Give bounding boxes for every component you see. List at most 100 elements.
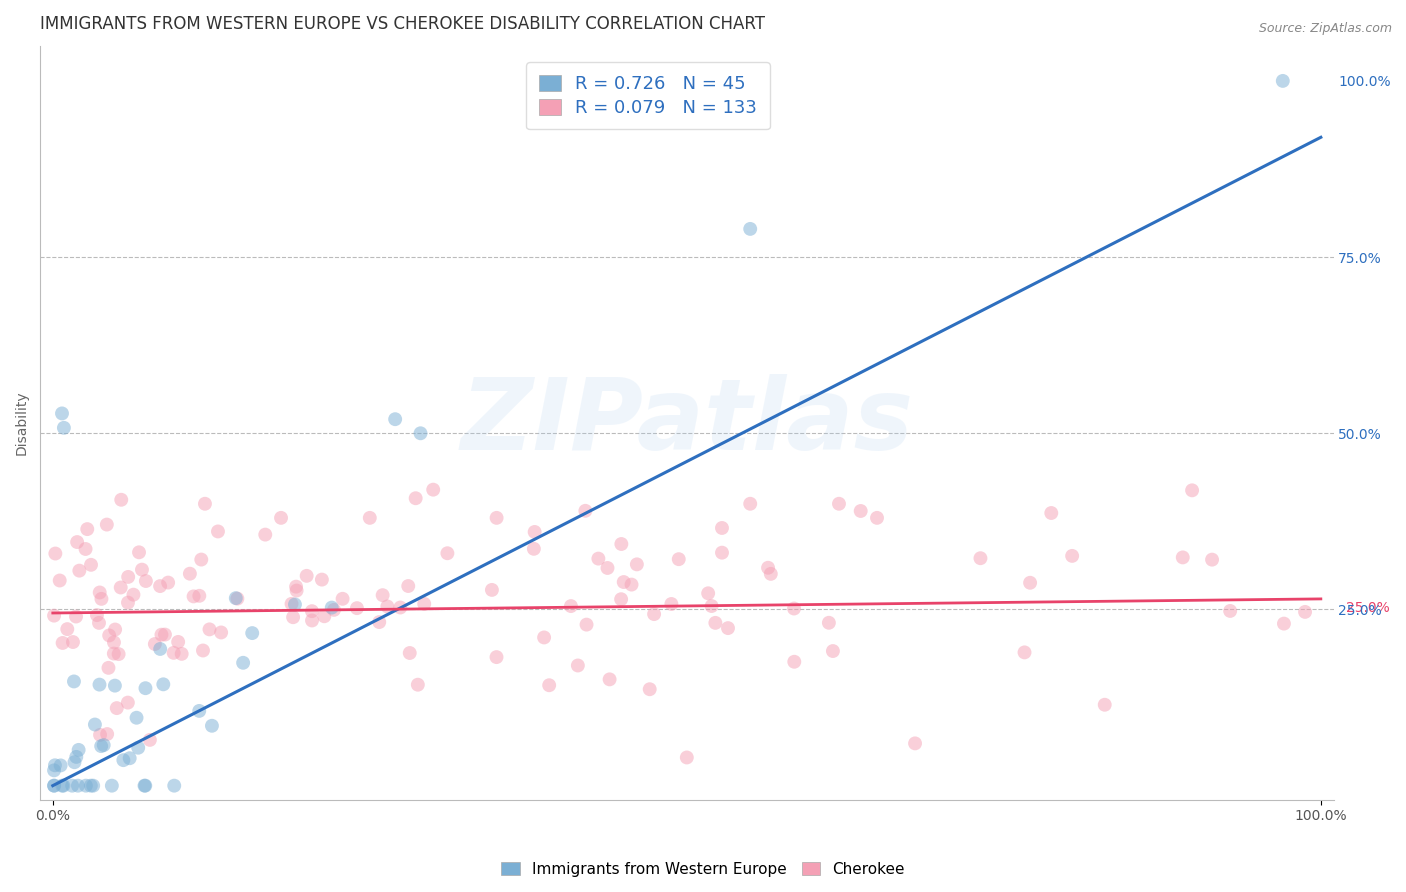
- Point: [232, 656, 254, 670]
- Point: [128, 545, 150, 559]
- Point: [346, 601, 368, 615]
- Point: [179, 566, 201, 581]
- Point: [610, 537, 633, 551]
- Text: 25.0%: 25.0%: [1347, 601, 1391, 615]
- Point: [51, 779, 73, 793]
- Point: [117, 570, 139, 584]
- Point: [44, 758, 66, 772]
- Point: [207, 524, 229, 539]
- Point: [314, 609, 336, 624]
- Point: [86, 608, 108, 623]
- Point: [51, 406, 73, 420]
- Point: [52, 636, 75, 650]
- Point: [740, 222, 762, 236]
- Point: [284, 598, 307, 612]
- Point: [149, 579, 172, 593]
- Point: [295, 569, 318, 583]
- Point: [152, 677, 174, 691]
- Legend: R = 0.726   N = 45, R = 0.079   N = 133: R = 0.726 N = 45, R = 0.079 N = 133: [526, 62, 769, 129]
- Point: [675, 750, 697, 764]
- Point: [384, 412, 406, 426]
- Point: [194, 497, 217, 511]
- Point: [409, 426, 432, 441]
- Point: [65, 750, 87, 764]
- Point: [62, 635, 84, 649]
- Point: [332, 591, 354, 606]
- Point: [1094, 698, 1116, 712]
- Point: [190, 552, 212, 566]
- Point: [163, 779, 186, 793]
- Point: [783, 601, 806, 615]
- Point: [143, 637, 166, 651]
- Point: [359, 511, 381, 525]
- Point: [107, 647, 129, 661]
- Point: [112, 753, 135, 767]
- Point: [280, 597, 302, 611]
- Point: [103, 635, 125, 649]
- Point: [323, 603, 346, 617]
- Point: [56, 622, 79, 636]
- Point: [103, 647, 125, 661]
- Point: [969, 551, 991, 566]
- Point: [567, 658, 589, 673]
- Point: [198, 623, 221, 637]
- Point: [101, 779, 124, 793]
- Point: [42, 608, 65, 623]
- Point: [89, 728, 111, 742]
- Point: [60, 779, 83, 793]
- Point: [270, 511, 292, 525]
- Point: [52, 779, 75, 793]
- Point: [105, 701, 128, 715]
- Point: [125, 711, 148, 725]
- Point: [1201, 552, 1223, 566]
- Point: [1014, 645, 1036, 659]
- Point: [188, 704, 211, 718]
- Point: [84, 717, 107, 731]
- Point: [533, 631, 555, 645]
- Point: [127, 740, 149, 755]
- Point: [866, 511, 889, 525]
- Point: [117, 596, 139, 610]
- Point: [135, 574, 157, 588]
- Point: [42, 779, 65, 793]
- Point: [371, 588, 394, 602]
- Point: [575, 617, 598, 632]
- Point: [226, 591, 249, 606]
- Point: [1271, 74, 1294, 88]
- Point: [76, 522, 98, 536]
- Point: [96, 727, 118, 741]
- Point: [80, 558, 103, 572]
- Point: [704, 615, 727, 630]
- Point: [818, 615, 841, 630]
- Point: [49, 758, 72, 772]
- Point: [485, 650, 508, 665]
- Point: [700, 599, 723, 613]
- Point: [66, 779, 89, 793]
- Point: [157, 575, 180, 590]
- Point: [48, 574, 70, 588]
- Point: [67, 743, 90, 757]
- Point: [697, 586, 720, 600]
- Point: [311, 573, 333, 587]
- Point: [481, 582, 503, 597]
- Point: [104, 623, 127, 637]
- Point: [1294, 605, 1316, 619]
- Point: [599, 673, 621, 687]
- Point: [638, 682, 661, 697]
- Point: [96, 517, 118, 532]
- Point: [377, 599, 399, 614]
- Point: [368, 615, 391, 629]
- Point: [389, 600, 412, 615]
- Point: [80, 779, 103, 793]
- Point: [485, 511, 508, 525]
- Point: [183, 590, 205, 604]
- Point: [849, 504, 872, 518]
- Point: [134, 681, 156, 696]
- Point: [150, 628, 173, 642]
- Point: [620, 577, 643, 591]
- Point: [285, 583, 308, 598]
- Point: [122, 588, 145, 602]
- Point: [1171, 550, 1194, 565]
- Point: [596, 561, 619, 575]
- Point: [134, 779, 156, 793]
